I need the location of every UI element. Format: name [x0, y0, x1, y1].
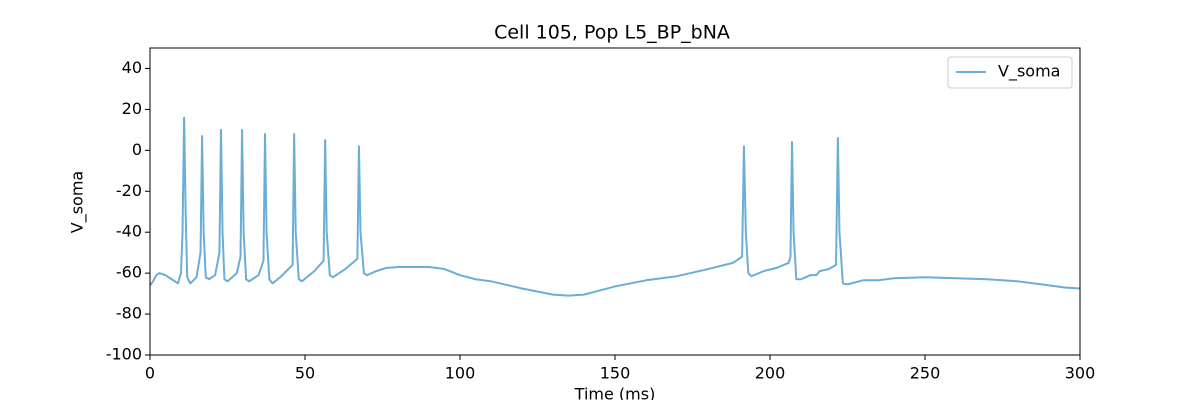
x-tick-label: 200: [755, 364, 786, 383]
plot-frame: [149, 47, 1081, 356]
y-tick-label: -40: [116, 222, 142, 241]
x-tick-label: 300: [1065, 364, 1096, 383]
legend-label: V_soma: [998, 62, 1060, 82]
x-tick-label: 100: [445, 364, 476, 383]
y-axis-label: V_soma: [68, 171, 88, 233]
y-tick-label: -60: [116, 263, 142, 282]
line: [149, 116, 1081, 297]
x-tick-label: 150: [600, 364, 631, 383]
y-tick-label: 20: [122, 99, 142, 118]
x-tick-label: 0: [145, 364, 155, 383]
y-tick-label: 40: [122, 58, 142, 77]
y-tick-label: -20: [116, 181, 142, 200]
y-tick-label: -80: [116, 304, 142, 323]
legend-box: [947, 56, 1073, 89]
x-tick-label: 50: [295, 364, 315, 383]
x-tick-label: 250: [910, 364, 941, 383]
chart-title: Cell 105, Pop L5_BP_bNA: [494, 22, 730, 44]
x-axis-label: Time (ms): [574, 385, 656, 400]
y-tick-label: -100: [106, 345, 142, 364]
y-tick-label: 0: [132, 140, 142, 159]
